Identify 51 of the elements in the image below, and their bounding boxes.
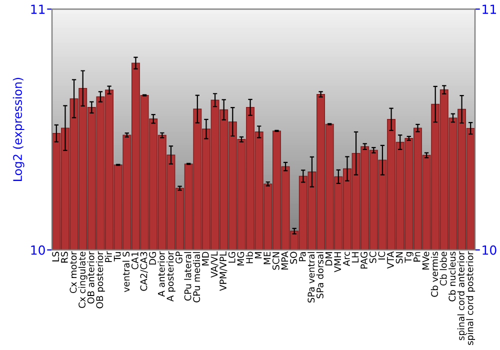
x-tick-label: Hb xyxy=(246,252,253,264)
y-axis-title: Log2 (expression) xyxy=(12,78,24,181)
x-tick-label: DM xyxy=(325,252,332,266)
x-tick-label: SC xyxy=(369,252,376,263)
x-tick-label: spinal cord anterior xyxy=(457,251,466,340)
x-tick-label: LG xyxy=(228,252,236,263)
x-tick-label: CA1 xyxy=(131,252,138,270)
x-tick-label: VA/VL xyxy=(210,251,218,278)
x-tick-label: VPM/VPL xyxy=(220,251,228,291)
x-tick-label: OB posterior xyxy=(96,251,105,308)
x-tick-label: Cx cingulate xyxy=(78,252,88,308)
x-tick-label: Pa xyxy=(299,252,306,262)
x-tick-label: IC xyxy=(378,252,386,260)
x-tick-label: Tg xyxy=(404,252,414,263)
x-tick-label: VTA xyxy=(387,251,394,269)
x-tick-label: LS xyxy=(52,252,60,262)
x-tick-label: A anterior xyxy=(158,251,165,297)
x-tick-label: RS xyxy=(60,252,68,263)
x-tick-label: VMH xyxy=(334,252,341,272)
x-tick-label: CPu lateral xyxy=(184,252,192,301)
x-tick-label: DG xyxy=(149,252,156,265)
x-tick-label: MD xyxy=(202,252,209,266)
x-tick-label: Cb lobe xyxy=(440,252,447,286)
x-tick-label: SN xyxy=(396,252,403,264)
y2-tick-label: 11 xyxy=(482,4,496,14)
y2-tick-label: 10 xyxy=(482,245,496,255)
x-tick-label: PAG xyxy=(360,252,368,269)
x-tick-label: SPa dorsal xyxy=(316,252,324,298)
x-tick-label: M xyxy=(254,252,262,258)
x-tick-label: A posterior xyxy=(166,251,176,302)
x-tick-label: MVe xyxy=(422,252,430,270)
x-tick-label: LH xyxy=(352,252,359,262)
x-tick-label: OB anterior xyxy=(87,251,94,304)
x-tick-label: Arc xyxy=(343,252,350,266)
x-tick-label: Cx motor xyxy=(70,251,77,294)
x-tick-label: MG xyxy=(237,252,244,266)
x-tick-label: MPA xyxy=(281,251,288,270)
x-tick-label: spinal cord posterior xyxy=(466,251,476,345)
x-tick-label: SO xyxy=(290,252,298,264)
x-tick-label: Pir xyxy=(104,251,112,262)
x-tick-label: SPa ventral xyxy=(308,252,315,303)
x-tick-label: CPu medial xyxy=(192,252,200,302)
x-tick-label: ME xyxy=(264,252,270,264)
x-tick-label: Tu xyxy=(114,252,121,262)
x-tick-label: Cb nucleus xyxy=(448,252,456,302)
x-tick-label: ventral S xyxy=(122,252,130,292)
x-tick-label: CA2/CA3 xyxy=(140,252,148,291)
x-tick-label: SCN xyxy=(272,252,280,270)
x-tick-label: Cb vermis xyxy=(430,252,438,297)
x-tick-label: Pn xyxy=(414,252,420,262)
x-tick-label: GP xyxy=(176,252,182,264)
